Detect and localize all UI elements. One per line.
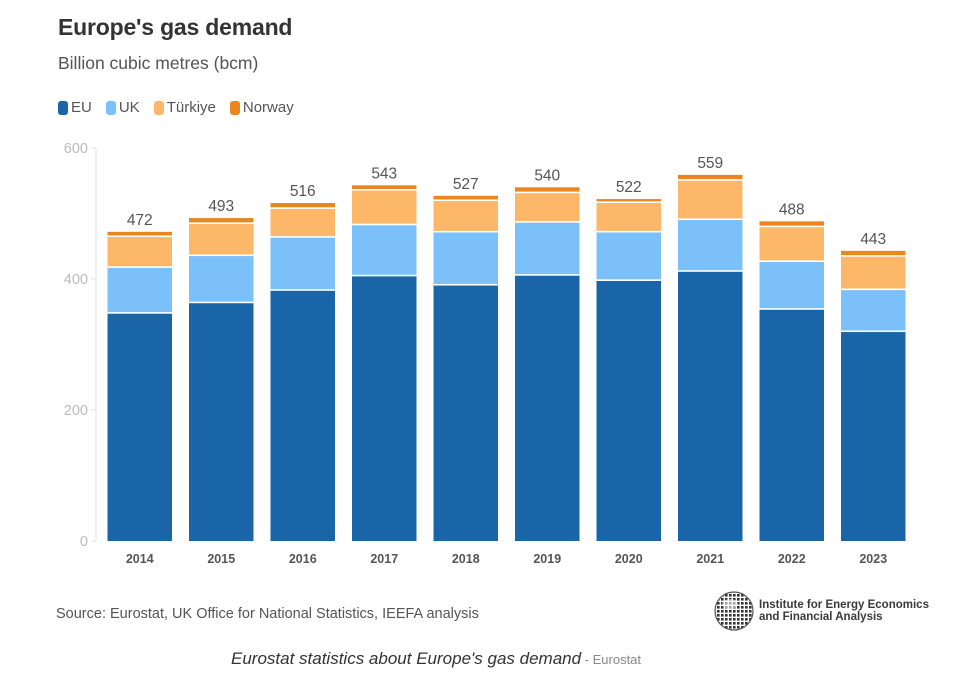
legend-label-eu: EU: [71, 99, 92, 116]
bar-segment-uk-2016: [270, 237, 335, 290]
y-tick-label: 200: [64, 403, 88, 419]
bar-segment-trkiye-2020: [596, 203, 661, 231]
bar-segment-trkiye-2019: [515, 193, 580, 222]
bar-segment-trkiye-2014: [107, 237, 172, 267]
logo-line-2: and Financial Analysis: [759, 611, 883, 623]
y-tick-label: 0: [80, 534, 88, 550]
bar-segment-uk-2023: [841, 290, 906, 331]
bar-segment-trkiye-2018: [433, 201, 498, 231]
bar-segment-uk-2015: [189, 256, 254, 302]
bar-total-label: 559: [697, 155, 723, 172]
bar-segment-eu-2016: [270, 290, 335, 541]
legend-item-turkiye: Türkiye: [153, 99, 216, 116]
bar-segment-eu-2023: [841, 332, 906, 541]
bar-total-label: 522: [616, 179, 642, 196]
bar-segment-uk-2018: [433, 232, 498, 284]
y-tick-label: 600: [64, 141, 88, 157]
legend-swatch-turkiye: [153, 100, 164, 115]
bar-segment-eu-2014: [107, 313, 172, 541]
bar-segment-norway-2020: [596, 199, 661, 202]
caption-credit: - Eurostat: [581, 652, 642, 667]
x-tick-label: 2019: [533, 552, 561, 566]
bar-segment-norway-2019: [515, 187, 580, 192]
bar-segment-norway-2022: [759, 221, 824, 226]
legend-label-norway: Norway: [242, 99, 294, 116]
bar-total-label: 527: [453, 176, 479, 193]
globe-icon: [714, 591, 754, 631]
image-caption: Eurostat statistics about Europe's gas d…: [231, 649, 641, 669]
bar-segment-norway-2018: [433, 195, 498, 200]
bar-segment-eu-2019: [515, 275, 580, 541]
legend-item-uk: UK: [105, 99, 140, 116]
bar-segment-eu-2018: [433, 285, 498, 541]
bar-segment-uk-2014: [107, 267, 172, 313]
bar-segment-eu-2022: [759, 309, 824, 541]
bar-segment-uk-2019: [515, 222, 580, 275]
chart-subtitle: Billion cubic metres (bcm): [58, 53, 259, 73]
bar-segment-norway-2023: [841, 250, 906, 256]
bar-segment-trkiye-2015: [189, 223, 254, 255]
legend-item-eu: EU: [58, 99, 92, 116]
ieefa-logo: Institute for Energy Economics and Finan…: [713, 590, 929, 632]
bar-segment-eu-2015: [189, 303, 254, 541]
bar-segment-norway-2016: [270, 203, 335, 208]
x-tick-label: 2020: [615, 552, 643, 566]
legend-label-uk: UK: [118, 99, 140, 116]
bar-segment-eu-2020: [596, 280, 661, 541]
legend-label-turkiye: Türkiye: [166, 99, 216, 116]
x-tick-label: 2023: [859, 552, 887, 566]
legend-swatch-norway: [229, 100, 240, 115]
x-tick-label: 2015: [207, 552, 235, 566]
stacked-bar-chart: 0 200 400 600 472 2014 493 2015 516 2016 543 2017 52…: [64, 141, 906, 566]
bar-total-label: 493: [208, 198, 234, 215]
bar-segment-eu-2021: [678, 271, 743, 541]
bar-segment-trkiye-2016: [270, 208, 335, 237]
bar-segment-uk-2021: [678, 220, 743, 271]
bar-segment-uk-2017: [352, 225, 417, 275]
bar-segment-uk-2022: [759, 261, 824, 309]
x-tick-label: 2016: [289, 552, 317, 566]
legend-swatch-eu: [58, 100, 68, 115]
x-tick-label: 2017: [370, 552, 398, 566]
bar-total-label: 488: [779, 201, 805, 218]
bar-segment-norway-2015: [189, 218, 254, 223]
bar-segment-norway-2021: [678, 174, 743, 180]
source-note: Source: Eurostat, UK Office for National…: [56, 606, 479, 622]
bar-segment-trkiye-2021: [678, 180, 743, 219]
caption-text: Eurostat statistics about Europe's gas d…: [231, 649, 582, 668]
bar-total-label: 516: [290, 183, 316, 200]
x-tick-label: 2022: [778, 552, 806, 566]
bar-segment-trkiye-2017: [352, 190, 417, 224]
x-tick-label: 2014: [126, 552, 154, 566]
y-tick-label: 400: [64, 272, 88, 288]
x-tick-label: 2021: [696, 552, 724, 566]
bar-segment-norway-2014: [107, 231, 172, 236]
bar-total-label: 540: [534, 167, 560, 184]
bar-segment-eu-2017: [352, 276, 417, 541]
chart-legend: EU UK Türkiye Norway: [58, 99, 294, 116]
bar-segment-trkiye-2022: [759, 227, 824, 261]
bar-segment-trkiye-2023: [841, 256, 906, 289]
legend-item-norway: Norway: [229, 99, 294, 116]
x-tick-label: 2018: [452, 552, 480, 566]
logo-line-1: Institute for Energy Economics: [759, 599, 929, 611]
chart-title: Europe's gas demand: [58, 14, 293, 40]
bar-segment-norway-2017: [352, 185, 417, 189]
bar-total-label: 443: [860, 231, 886, 248]
bar-total-label: 543: [371, 165, 397, 182]
bar-total-label: 472: [127, 212, 153, 229]
legend-swatch-uk: [105, 100, 116, 115]
bar-segment-uk-2020: [596, 232, 661, 280]
